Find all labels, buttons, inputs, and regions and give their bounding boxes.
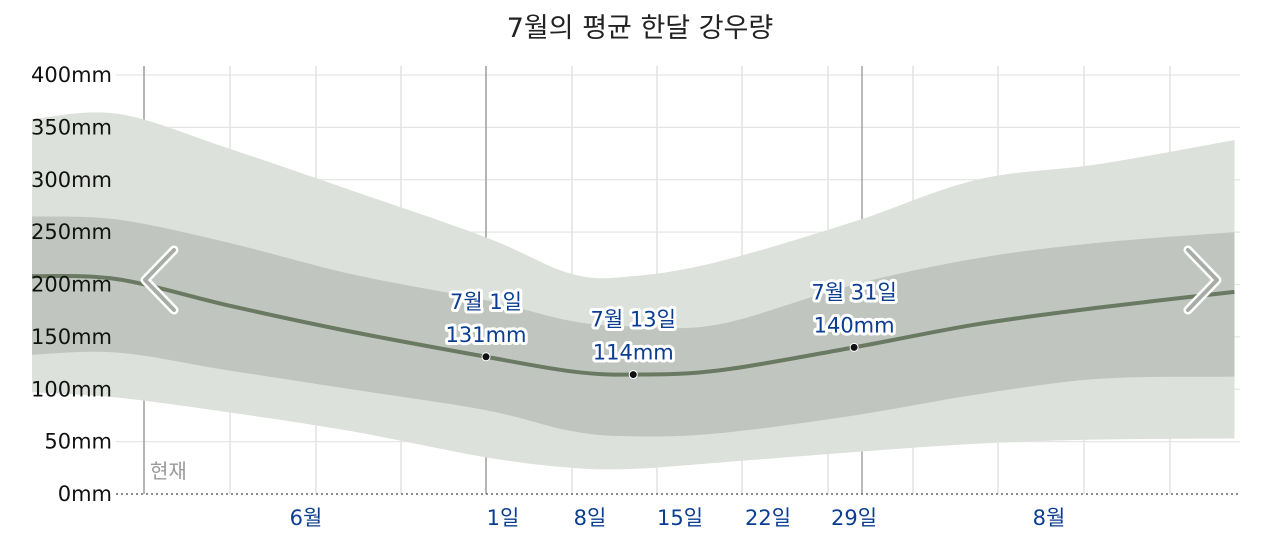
x-tick-label: 22일 xyxy=(745,506,791,530)
inner-band xyxy=(32,216,1235,437)
x-axis: 6월 1일 8일 15일 22일 29일 8월 xyxy=(290,506,1066,530)
now-label: 현재 xyxy=(150,459,187,483)
annotation-value: 131mm xyxy=(446,323,527,347)
x-tick-label: 8월 xyxy=(1033,506,1066,530)
data-point xyxy=(849,342,859,352)
y-tick-label: 350mm xyxy=(31,115,112,139)
annotation-date: 7월 13일 xyxy=(591,308,676,332)
prev-month-button[interactable] xyxy=(130,240,180,320)
next-month-button[interactable] xyxy=(1175,240,1225,320)
annotation-value: 114mm xyxy=(593,341,674,365)
chart-title: 7월의 평균 한달 강우량 xyxy=(506,13,774,44)
x-tick-label: 15일 xyxy=(657,506,703,530)
x-tick-label: 8일 xyxy=(574,506,607,530)
data-point xyxy=(628,370,638,380)
annotation-date: 7월 31일 xyxy=(811,280,896,304)
y-tick-label: 50mm xyxy=(44,430,112,454)
median-line xyxy=(31,274,1235,377)
annotations: 7월 1일 131mm 7월 13일 114mm 7월 31일 140mm xyxy=(443,277,900,380)
x-tick-label: 29일 xyxy=(831,506,877,530)
y-tick-label: 0mm xyxy=(58,482,112,506)
bands xyxy=(32,112,1235,470)
y-tick-label: 150mm xyxy=(31,325,112,349)
y-tick-label: 100mm xyxy=(31,377,112,401)
x-tick-label: 1일 xyxy=(487,506,520,530)
annotation-value: 140mm xyxy=(814,313,895,337)
y-tick-label: 300mm xyxy=(31,168,112,192)
y-tick-label: 400mm xyxy=(31,63,112,87)
x-tick-label: 6월 xyxy=(290,506,323,530)
median-line-layer xyxy=(31,274,1235,377)
y-axis: 400mm 350mm 300mm 250mm 200mm 150mm 100mm 50mm 0… xyxy=(31,63,112,506)
data-point xyxy=(481,352,491,362)
annotation-date: 7월 1일 xyxy=(450,290,522,314)
y-tick-label: 250mm xyxy=(31,220,112,244)
y-tick-label: 200mm xyxy=(31,273,112,297)
